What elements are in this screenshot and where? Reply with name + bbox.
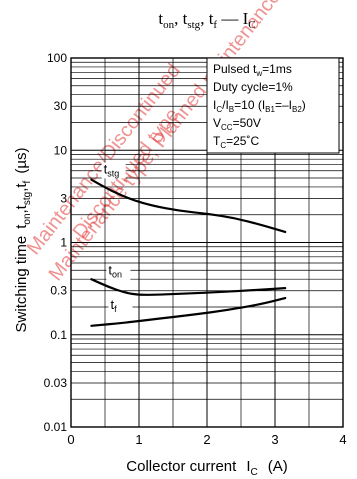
series-line-stg bbox=[90, 178, 287, 234]
series-label-f: tf bbox=[110, 297, 117, 314]
series-label-bg bbox=[101, 162, 126, 179]
series-label-bg bbox=[108, 298, 133, 315]
y-tick-label: 0.1 bbox=[50, 328, 67, 342]
y-tick-label: 10 bbox=[54, 143, 68, 157]
x-axis-label: Collector current IC (A) bbox=[126, 458, 287, 478]
y-tick-label: 1 bbox=[60, 236, 67, 250]
condition-line: IC/IB=10 (IB1=–IB2) bbox=[213, 98, 306, 114]
x-tick-labels: 0 1 2 3 4 bbox=[67, 432, 346, 447]
condition-line: Duty cycle=1% bbox=[213, 80, 293, 94]
series-labels: tstg ton tf bbox=[101, 161, 133, 315]
conditions-box: Pulsed tw=1ms Duty cycle=1% IC/IB=10 (IB… bbox=[206, 57, 340, 154]
y-tick-labels: 0.01 0.03 0.1 0.3 1 3 10 30 100 bbox=[44, 51, 68, 434]
series-label-bg bbox=[106, 263, 131, 280]
x-tick-label: 3 bbox=[271, 432, 278, 447]
condition-line: Pulsed tw=1ms bbox=[213, 62, 292, 78]
series-label-stg: tstg bbox=[104, 161, 120, 178]
chart-title: ton, tstg, tf — IC bbox=[158, 9, 255, 31]
x-tick-label: 1 bbox=[135, 432, 142, 447]
y-tick-label: 100 bbox=[47, 51, 67, 65]
x-tick-label: 0 bbox=[67, 432, 74, 447]
series-lines bbox=[90, 178, 287, 327]
y-tick-label: 0.3 bbox=[50, 284, 67, 298]
condition-line: VCC=50V bbox=[213, 116, 261, 132]
y-tick-label: 3 bbox=[60, 191, 67, 205]
y-tick-label: 0.01 bbox=[44, 420, 68, 434]
series-label-on: ton bbox=[108, 262, 122, 279]
y-tick-label: 0.03 bbox=[44, 376, 68, 390]
y-axis-label: Switching timeton,tstg,tf(µs) bbox=[13, 148, 33, 333]
x-tick-label: 4 bbox=[339, 432, 346, 447]
series-line-f bbox=[90, 296, 287, 327]
series-line-on bbox=[90, 278, 287, 296]
y-tick-label: 30 bbox=[54, 99, 68, 113]
x-tick-label: 2 bbox=[203, 432, 210, 447]
condition-line: TC=25˚C bbox=[213, 134, 259, 150]
